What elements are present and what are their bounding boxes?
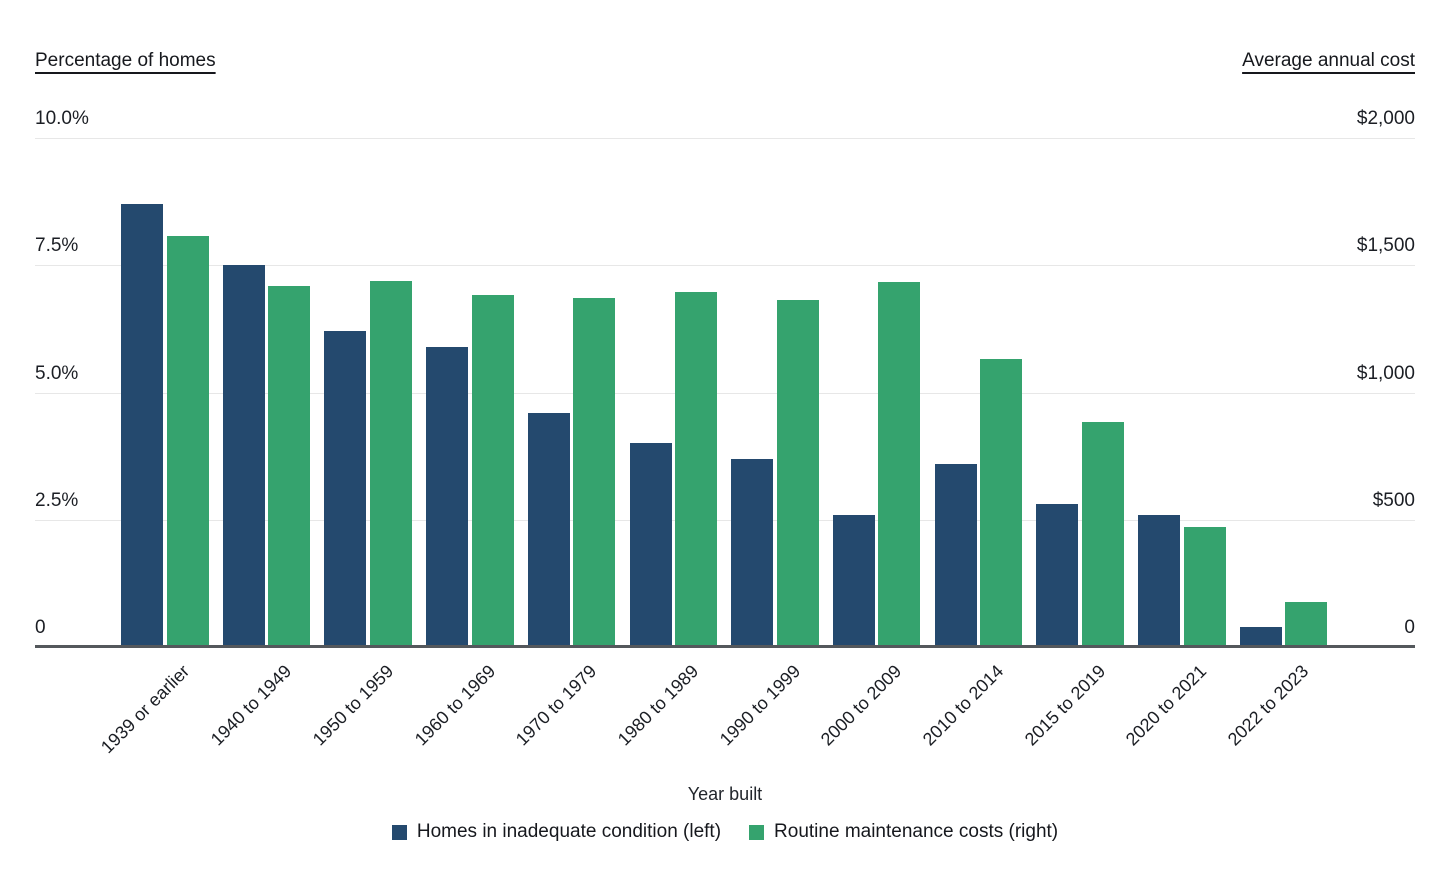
left-axis-tick: 2.5%: [35, 490, 79, 511]
bar-inadequate-condition[interactable]: [731, 459, 773, 647]
x-tick-label: 1970 to 1979: [511, 661, 601, 750]
gridline: [35, 138, 1415, 139]
left-axis-tick: 0: [35, 617, 46, 638]
x-tick-label: 1950 to 1959: [308, 661, 398, 750]
legend-swatch-green-icon: [749, 824, 765, 840]
bar-maintenance-cost[interactable]: [675, 292, 717, 647]
x-axis-title: Year built: [687, 784, 763, 804]
bar-maintenance-cost[interactable]: [777, 300, 819, 647]
bar-inadequate-condition[interactable]: [223, 265, 265, 647]
bar-maintenance-cost[interactable]: [167, 236, 209, 647]
right-axis-tick: $500: [1372, 490, 1415, 511]
legend-label: Routine maintenance costs (right): [774, 821, 1059, 842]
bar-maintenance-cost[interactable]: [472, 295, 514, 647]
legend-item-inadequate-condition: Homes in inadequate condition (left): [391, 821, 722, 843]
bar-maintenance-cost[interactable]: [1285, 602, 1327, 647]
gridline: [35, 393, 1415, 394]
x-tick-label: 2000 to 2009: [817, 661, 906, 750]
right-axis-tick: $1,500: [1356, 235, 1415, 256]
gridline: [35, 265, 1415, 266]
left-axis-tick: 7.5%: [35, 235, 79, 256]
legend-swatch-blue-icon: [391, 824, 407, 840]
bar-inadequate-condition[interactable]: [935, 464, 977, 647]
right-axis-tick: 0: [1404, 617, 1415, 638]
left-axis-tick: 10.0%: [35, 108, 89, 129]
x-tick-label: 2020 to 2021: [1122, 661, 1211, 750]
right-axis-title: Average annual cost: [1242, 50, 1415, 71]
bar-inadequate-condition[interactable]: [630, 443, 672, 647]
legend: Homes in inadequate condition (left) Rou…: [0, 821, 1450, 843]
right-axis-tick: $1,000: [1356, 363, 1415, 384]
gridline: [35, 520, 1415, 521]
bar-maintenance-cost[interactable]: [1184, 527, 1226, 647]
x-tick-label: 2010 to 2014: [918, 661, 1008, 750]
bar-maintenance-cost[interactable]: [878, 282, 920, 647]
bar-maintenance-cost[interactable]: [370, 281, 412, 647]
legend-item-maintenance-costs: Routine maintenance costs (right): [749, 821, 1058, 843]
bar-inadequate-condition[interactable]: [1240, 627, 1282, 647]
x-tick-label: 1939 or earlier: [97, 661, 194, 758]
left-axis-tick: 5.0%: [35, 363, 79, 384]
x-tick-label: 2015 to 2019: [1020, 661, 1109, 750]
x-tick-label: 1960 to 1969: [410, 661, 499, 750]
right-axis-tick: $2,000: [1356, 108, 1415, 129]
x-tick-label: 1980 to 1989: [613, 661, 703, 750]
bar-maintenance-cost[interactable]: [1082, 422, 1124, 647]
bar-maintenance-cost[interactable]: [980, 359, 1022, 647]
bar-inadequate-condition[interactable]: [1138, 515, 1180, 647]
bar-inadequate-condition[interactable]: [833, 515, 875, 647]
bar-inadequate-condition[interactable]: [426, 347, 468, 647]
bar-inadequate-condition[interactable]: [121, 204, 163, 647]
bar-maintenance-cost[interactable]: [268, 286, 310, 647]
x-tick-label: 2022 to 2023: [1223, 661, 1313, 750]
x-tick-label: 1940 to 1949: [206, 661, 296, 750]
bar-inadequate-condition[interactable]: [1036, 504, 1078, 647]
bar-inadequate-condition[interactable]: [528, 413, 570, 647]
left-axis-title: Percentage of homes: [35, 50, 216, 71]
bar-maintenance-cost[interactable]: [573, 298, 615, 647]
legend-label: Homes in inadequate condition (left): [416, 821, 722, 842]
x-axis-line: [35, 645, 1415, 648]
x-tick-label: 1990 to 1999: [715, 661, 804, 750]
bar-inadequate-condition[interactable]: [324, 331, 366, 647]
